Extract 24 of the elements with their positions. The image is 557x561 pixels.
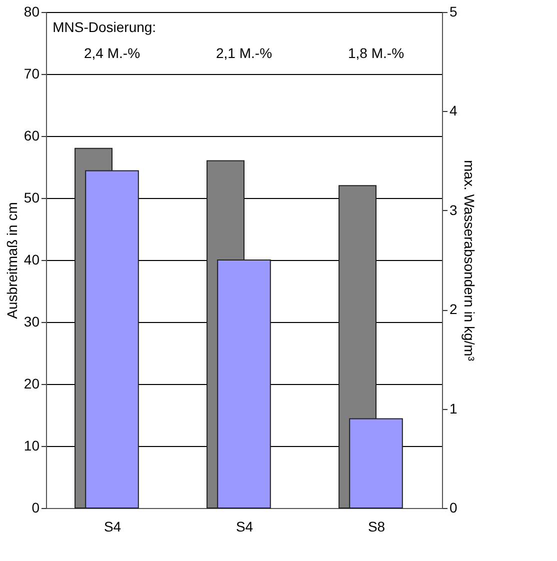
y-tick-label: 60 (24, 128, 40, 144)
x-tick-label: S8 (368, 518, 386, 534)
y2-tick-label: 5 (450, 4, 458, 20)
y2-axis-title: max. Wasserabsondern in kg/m³ (461, 160, 478, 362)
y2-tick-label: 2 (450, 301, 458, 318)
y-tick-label: 50 (24, 190, 40, 206)
y-tick-label: 10 (24, 438, 40, 454)
y2-tick-label: 1 (450, 400, 458, 416)
x-tick-label: S4 (236, 518, 254, 534)
y-tick-label: 80 (24, 4, 40, 20)
annotation: MNS-Dosierung: (52, 19, 156, 35)
annotation: 2,4 M.-% (84, 45, 140, 61)
x-tick-label: S4 (104, 518, 122, 534)
y2-tick-label: 3 (450, 202, 458, 218)
y-tick-label: 0 (32, 500, 40, 516)
y-tick-label: 20 (24, 376, 40, 392)
y-tick-label: 40 (24, 252, 40, 268)
y-tick-label: 30 (24, 314, 40, 330)
y2-tick-label: 4 (450, 102, 458, 119)
annotation: 2,1 M.-% (216, 45, 272, 61)
y2-tick-label: 0 (450, 500, 458, 516)
annotation: 1,8 M.-% (348, 45, 404, 61)
y-tick-label: 70 (24, 66, 40, 82)
y-axis-title: Ausbreitmaß in cm (4, 202, 20, 319)
